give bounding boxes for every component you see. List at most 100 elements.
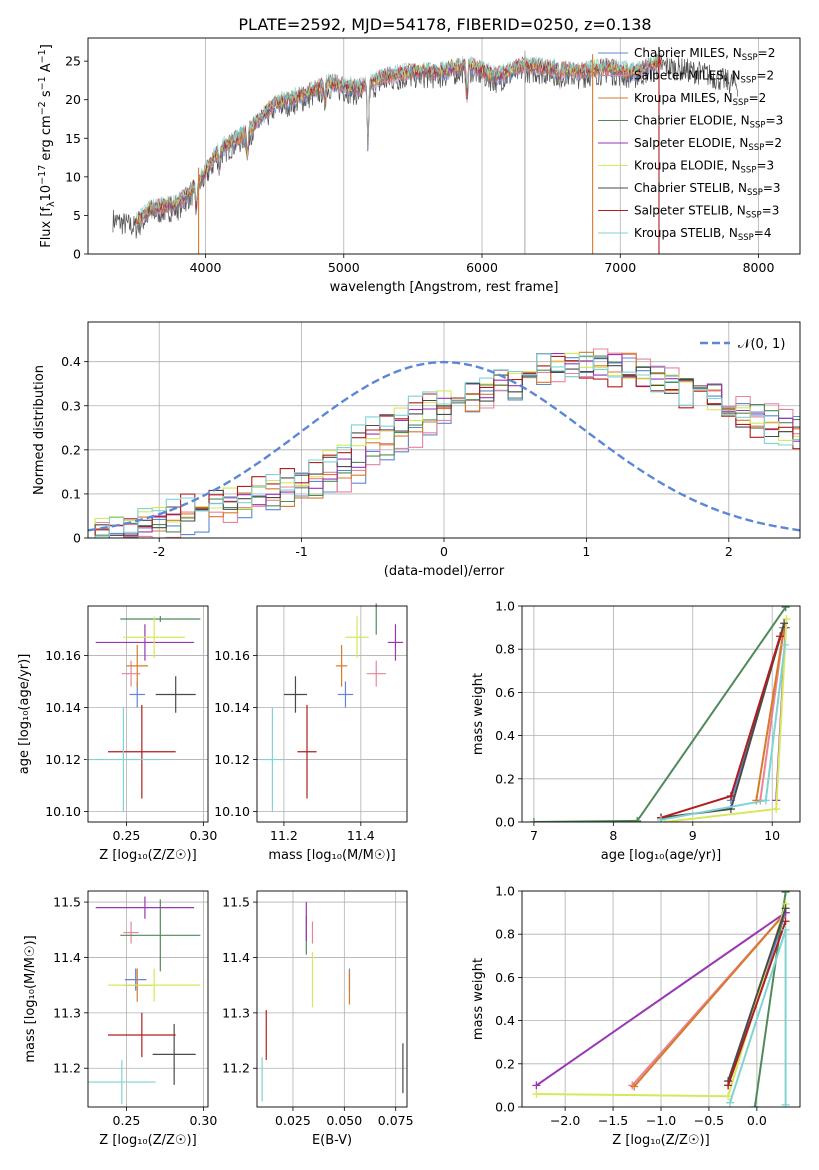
spectrum-xtick-label: 6000 (466, 260, 498, 275)
mass_vs_z-xlabel: Z [log₁₀(Z/Z☉)] (99, 1133, 196, 1148)
residuals-xtick-label: 0 (440, 544, 448, 559)
spectrum-ytick-label: 5 (73, 208, 81, 223)
legend-entry: Kroupa STELIB, NSSP=4 (634, 226, 772, 243)
weight-marker (772, 805, 781, 814)
mass_vs_ebv-ytick-label: 11.2 (222, 1061, 250, 1076)
legend-entry: Kroupa MILES, NSSP=2 (634, 91, 766, 108)
mass_vs_ebv-axes: 0.025 0.050 0.075 11.2 11.3 11.4 11.5 (222, 891, 414, 1128)
hist-4 (88, 353, 800, 538)
weight-marker (780, 619, 789, 628)
spectrum-legend: Chabrier MILES, NSSP=2 Salpeter MILES, NS… (598, 46, 783, 243)
mass_vs_z-axes: 0.25 0.30 11.2 11.3 11.4 11.5 (53, 891, 217, 1128)
weight-line-6 (660, 623, 786, 819)
weight_vs_age-ytick-label: 1.0 (495, 599, 515, 614)
residuals-ytick-label: 0.3 (61, 398, 81, 413)
mass_vs_ebv-ytick-label: 11.5 (222, 895, 250, 910)
weight-line-2 (755, 627, 786, 801)
weight_vs_age-ytick-label: 0.0 (495, 815, 515, 830)
hist-1 (88, 348, 800, 538)
age_vs_z-xtick-label: 0.25 (113, 828, 141, 843)
spectrum-ytick-label: 25 (65, 54, 81, 69)
residuals-ytick-label: 0.4 (61, 354, 81, 369)
weight_vs_age-ytick-label: 0.6 (495, 685, 515, 700)
weight-line-2 (633, 911, 787, 1088)
weight-marker (781, 904, 790, 913)
weight-marker (532, 1090, 541, 1099)
weight_vs_age-xtick-label: 9 (689, 828, 697, 843)
weight-marker (726, 1098, 735, 1107)
weight_vs_z-ytick-label: 0.0 (495, 1100, 515, 1115)
weight_vs_age-ytick-label: 0.4 (495, 728, 515, 743)
legend-entry: 𝒩(0, 1) (738, 337, 785, 352)
residuals-ylabel: Normed distribution (32, 365, 47, 495)
mass_vs_z-ytick-label: 11.3 (53, 1005, 81, 1020)
age_vs_mass-ytick-label: 10.10 (214, 804, 250, 819)
age_vs_z-axes: 0.25 0.30 10.10 10.12 10.14 10.16 (45, 606, 217, 843)
weight-marker (724, 1081, 733, 1090)
residual-hists (88, 348, 800, 538)
mass_vs_ebv-xlabel: E(B-V) (312, 1133, 352, 1148)
weight-marker (782, 614, 791, 623)
spectrum-lines (112, 46, 739, 254)
weight-marker (781, 606, 790, 612)
spectrum-xtick-label: 8000 (743, 260, 775, 275)
age_vs_mass-frame (256, 605, 408, 823)
weight-line-6 (727, 907, 787, 1082)
age_vs_z-ytick-label: 10.14 (45, 700, 81, 715)
weight-marker (532, 1081, 541, 1090)
weight_vs_z-xtick-label: −0.5 (694, 1113, 724, 1128)
hist-6 (88, 353, 800, 538)
residuals-xlabel: (data-model)/error (384, 564, 505, 579)
residuals-xtick-label: 1 (582, 544, 590, 559)
spectrum-ytick-label: 0 (73, 247, 81, 262)
residuals-ytick-label: 0.2 (61, 442, 81, 457)
spectrum-ytick-label: 20 (65, 92, 81, 107)
hist-5 (88, 352, 800, 538)
weight-line-7 (727, 920, 787, 1086)
residuals-axes: -2 -1 0 1 2 0 0.1 0.2 0.3 0.4 (61, 322, 800, 559)
mass_vs_z-ylabel: mass [log₁₀(M/M☉)] (23, 935, 38, 1062)
weight-marker (776, 632, 785, 641)
residual-legend: 𝒩(0, 1) (700, 337, 785, 352)
age_vs_z-ytick-label: 10.10 (45, 804, 81, 819)
weight-marker (529, 818, 538, 822)
weight_vs_z-xtick-label: 0.0 (747, 1113, 767, 1128)
weight-line-8 (729, 929, 787, 1105)
age_vs_z-xtick-label: 0.30 (189, 828, 217, 843)
mass_vs_z-frame (87, 890, 209, 1108)
weight_vs_age-xlabel: age [log₁₀(age/yr)] (601, 848, 722, 863)
age_vs_z-xlabel: Z [log₁₀(Z/Z☉)] (99, 848, 196, 863)
age_vs_z-ytick-label: 10.12 (45, 752, 81, 767)
spectrum-ytick-label: 15 (65, 131, 81, 146)
weight_vs_age-xtick-label: 8 (609, 828, 617, 843)
weight_vs_z-ytick-label: 1.0 (495, 884, 515, 899)
weight_vs_z-lines (532, 891, 790, 1107)
weight-marker (726, 792, 735, 801)
mass_vs_z-xtick-label: 0.25 (113, 1113, 141, 1128)
age_vs_mass-xtick-label: 11.4 (347, 828, 375, 843)
mass_vs_ebv-ytick-label: 11.3 (222, 1005, 250, 1020)
hist-7 (88, 355, 800, 538)
age_vs_z-ylabel: age [log₁₀(age/yr)] (17, 654, 32, 775)
mass_vs_ebv-points (261, 902, 404, 1102)
legend-entry: Salpeter STELIB, NSSP=3 (634, 204, 779, 221)
mass_vs_z-ytick-label: 11.5 (53, 895, 81, 910)
age_vs_mass-points (260, 603, 404, 812)
legend-entry: Kroupa ELODIE, NSSP=3 (634, 159, 774, 176)
weight-marker (781, 891, 790, 897)
mass_vs_ebv-frame (256, 890, 408, 1108)
hist-3 (88, 355, 800, 538)
weight-marker (761, 796, 770, 805)
weight-marker (750, 1103, 759, 1107)
legend-entry: Chabrier ELODIE, NSSP=3 (634, 114, 783, 131)
weight-line-3 (533, 606, 787, 822)
mass_vs_z-xtick-label: 0.30 (189, 1113, 217, 1128)
mass_vs_z-ytick-label: 11.2 (53, 1061, 81, 1076)
residuals-xtick-label: 2 (725, 544, 733, 559)
age_vs_z-frame (87, 605, 209, 823)
weight_vs_age-ylabel: mass weight (471, 673, 486, 755)
residuals-xtick-label: -2 (153, 544, 165, 559)
weight_vs_z-xtick-label: −1.5 (598, 1113, 628, 1128)
mass_vs_ebv-xtick-label: 0.025 (275, 1113, 311, 1128)
